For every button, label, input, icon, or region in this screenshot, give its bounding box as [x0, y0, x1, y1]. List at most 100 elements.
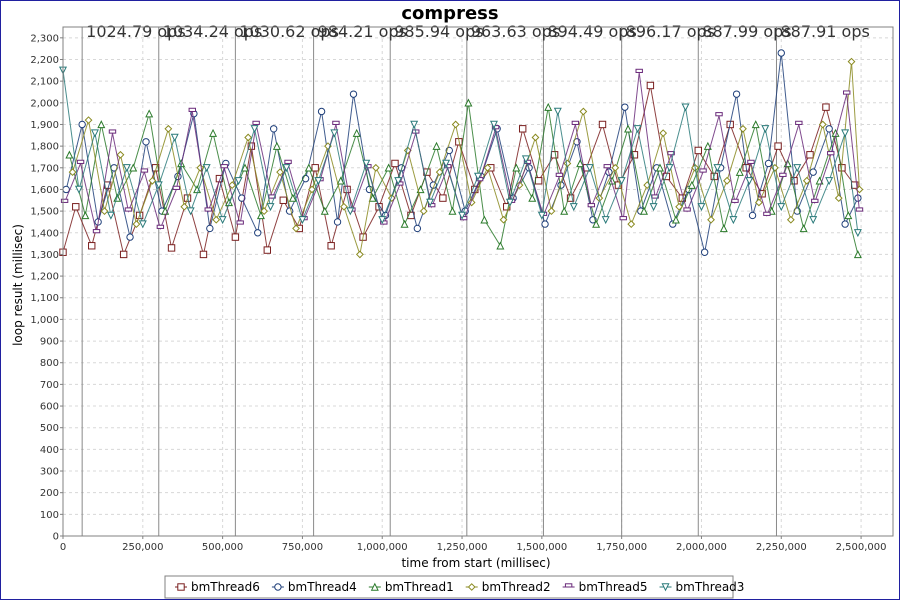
- data-point: [145, 109, 154, 118]
- data-point: [269, 125, 278, 133]
- data-point: [585, 164, 594, 173]
- legend-label: bmThread2: [482, 580, 551, 594]
- legend-marker: [564, 583, 573, 588]
- y-tick-label: 200: [40, 488, 59, 499]
- data-point: [671, 215, 680, 224]
- data-point: [304, 163, 313, 172]
- data-point: [84, 116, 93, 125]
- y-tick-label: 1,500: [30, 207, 59, 218]
- data-point: [124, 207, 133, 212]
- data-point: [116, 150, 125, 159]
- data-point: [244, 133, 253, 142]
- throughput-annotation: 887.91 ops: [780, 22, 869, 41]
- y-tick-label: 2,000: [30, 98, 59, 109]
- data-point: [700, 248, 709, 256]
- data-point: [719, 224, 728, 233]
- x-tick-label: 2,250,000: [756, 542, 807, 553]
- data-point: [844, 211, 853, 220]
- x-tick-label: 750,000: [282, 542, 323, 553]
- data-point: [795, 120, 803, 125]
- data-point: [534, 177, 543, 185]
- data-point: [683, 207, 691, 212]
- data-point: [218, 216, 227, 225]
- data-point: [779, 172, 787, 177]
- legend-marker: [370, 582, 379, 591]
- y-tick-label: 1,200: [30, 272, 59, 283]
- data-point: [723, 176, 731, 185]
- data-point: [419, 207, 428, 216]
- data-point: [853, 250, 862, 259]
- data-point: [272, 141, 281, 150]
- data-point: [234, 177, 243, 186]
- data-point: [250, 125, 259, 134]
- y-tick-label: 1,800: [30, 142, 59, 153]
- data-point: [199, 250, 208, 259]
- y-tick-label: 1,400: [30, 228, 59, 239]
- data-point: [621, 103, 629, 111]
- data-point: [311, 164, 319, 172]
- data-point: [560, 206, 569, 215]
- data-point: [843, 90, 851, 95]
- data-point: [333, 218, 342, 226]
- y-tick-label: 1,900: [30, 120, 59, 131]
- data-point: [619, 216, 627, 221]
- data-point: [284, 159, 292, 164]
- data-point: [138, 220, 147, 229]
- data-point: [550, 151, 559, 159]
- data-point: [330, 129, 339, 138]
- data-point: [106, 211, 115, 220]
- legend-item-bmThread1: bmThread1: [368, 580, 454, 594]
- data-point: [729, 216, 738, 225]
- data-point: [380, 220, 388, 225]
- data-point: [88, 242, 96, 250]
- data-point: [247, 142, 256, 150]
- y-tick-label: 1,000: [30, 315, 59, 326]
- x-axis-label: time from start (millisec): [401, 556, 550, 570]
- data-point: [349, 90, 358, 98]
- data-point: [799, 224, 808, 233]
- x-tick-label: 500,000: [202, 542, 243, 553]
- y-tick-label: 400: [40, 445, 59, 456]
- data-point: [282, 164, 291, 173]
- legend-label: bmThread6: [191, 580, 260, 594]
- data-point: [204, 207, 212, 212]
- data-point: [751, 120, 760, 129]
- data-point: [624, 124, 633, 133]
- data-point: [263, 246, 272, 254]
- data-point: [346, 207, 355, 216]
- data-point: [355, 250, 364, 259]
- y-axis-label: loop result (millisec): [11, 224, 25, 346]
- data-point: [464, 98, 473, 107]
- data-point: [428, 203, 436, 208]
- data-point: [140, 168, 149, 173]
- y-tick-label: 1,600: [30, 185, 59, 196]
- data-point: [400, 219, 409, 228]
- data-point: [802, 176, 811, 185]
- data-point: [426, 198, 435, 207]
- legend-item-bmThread3: bmThread3: [659, 580, 744, 594]
- data-point: [531, 133, 540, 142]
- x-tick-labels: 0 250,000 500,000 750,000 1,000,000 1,250,000…: [60, 536, 887, 553]
- data-point: [639, 206, 649, 215]
- data-point: [630, 151, 639, 159]
- data-point: [100, 207, 109, 216]
- data-point: [439, 194, 447, 202]
- data-point: [675, 202, 684, 211]
- data-point: [646, 81, 655, 90]
- data-point: [92, 229, 101, 234]
- data-point: [473, 172, 483, 181]
- data-point: [65, 150, 74, 159]
- data-point: [327, 242, 335, 250]
- y-tick-label: 300: [40, 467, 59, 478]
- y-tick-label: 1,100: [30, 293, 59, 304]
- data-point: [713, 164, 722, 173]
- data-point: [119, 250, 128, 259]
- data-point: [841, 129, 850, 138]
- data-point: [206, 224, 214, 233]
- y-tick-label: 100: [40, 510, 59, 521]
- x-tick-label: 2,500,000: [836, 542, 887, 553]
- data-point: [763, 211, 771, 216]
- data-point: [148, 176, 157, 185]
- data-point: [579, 107, 588, 116]
